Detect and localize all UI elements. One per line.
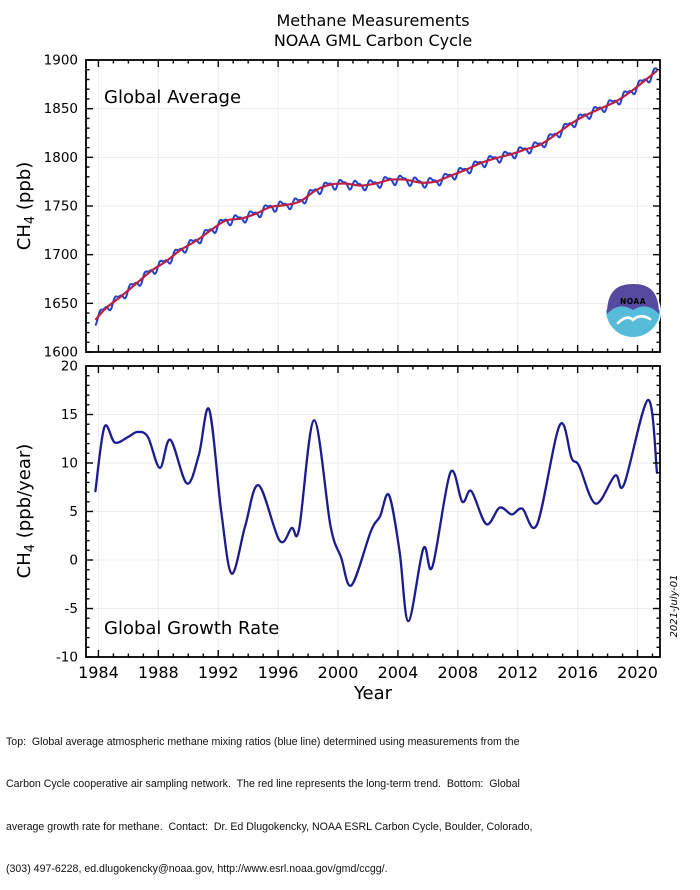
- x-tick-label: 2012: [497, 663, 538, 682]
- y-tick-label: -10: [56, 650, 78, 666]
- y-tick-label: 1600: [44, 345, 78, 361]
- noaa-logo-text: NOAA: [620, 297, 646, 306]
- chart-title-line1: Methane Measurements: [276, 11, 469, 30]
- y-tick-label: -5: [65, 601, 78, 617]
- panel-border: [85, 59, 661, 353]
- y-tick-label: 1900: [44, 53, 78, 69]
- growth-rate-line: [94, 398, 659, 623]
- figure: Methane Measurements NOAA GML Carbon Cyc…: [14, 11, 680, 704]
- noaa-logo-fan: [607, 284, 659, 314]
- y-tick-label: 15: [61, 407, 78, 423]
- y-tick-label: 1750: [44, 199, 78, 215]
- footer-line: average growth rate for methane. Contact…: [6, 820, 533, 833]
- x-tick-label: 2004: [378, 663, 419, 682]
- trend-line: [94, 69, 658, 321]
- x-tick-label: 1984: [78, 663, 119, 682]
- x-tick-label: 1992: [198, 663, 239, 682]
- axes-layer: 1600 1650 1700 1750 1800 1850 1900 -10 -5 0 5 10 15 2…: [44, 53, 661, 682]
- noaa-logo-gull: [616, 314, 652, 325]
- y-axis-title-top: CH4 (ppb): [14, 162, 38, 250]
- y-tick-label: 10: [61, 456, 78, 472]
- x-tick-label: 1988: [138, 663, 179, 682]
- chart-canvas: Methane Measurements NOAA GML Carbon Cyc…: [14, 11, 680, 704]
- y-tick-label: 1800: [44, 150, 78, 166]
- x-tick-label: 1996: [258, 663, 299, 682]
- panel-border: [85, 365, 661, 658]
- date-stamp: 2021-July-01: [669, 574, 680, 637]
- x-tick-label: 2016: [557, 663, 598, 682]
- x-tick-label: 2008: [437, 663, 478, 682]
- footer-line: Top: Global average atmospheric methane …: [6, 736, 520, 749]
- y-tick-label: 1700: [44, 247, 78, 263]
- y-axis-title-bottom: CH4 (ppb/year): [14, 444, 38, 579]
- x-axis-title: Year: [353, 683, 393, 703]
- annotation-global-growth-rate: Global Growth Rate: [104, 618, 279, 639]
- annotation-global-average: Global Average: [104, 87, 241, 108]
- y-tick-label: 1650: [44, 296, 78, 312]
- x-tick-label: 2000: [318, 663, 359, 682]
- data-layer: [94, 67, 659, 623]
- noaa-logo: NOAA: [605, 284, 661, 340]
- x-tick-label: 2020: [617, 663, 658, 682]
- y-tick-label: 5: [69, 504, 78, 520]
- y-tick-label: 0: [69, 553, 78, 569]
- grid-layer: [86, 60, 660, 657]
- y-tick-label: 20: [61, 359, 78, 375]
- y-tick-label: 1850: [44, 101, 78, 117]
- footer-caption: Top: Global average atmospheric methane …: [6, 707, 686, 890]
- chart-title-line2: NOAA GML Carbon Cycle: [274, 31, 472, 50]
- footer-line: Carbon Cycle cooperative air sampling ne…: [6, 778, 520, 791]
- footer-line: (303) 497-6228, ed.dlugokencky@noaa.gov,…: [6, 862, 388, 875]
